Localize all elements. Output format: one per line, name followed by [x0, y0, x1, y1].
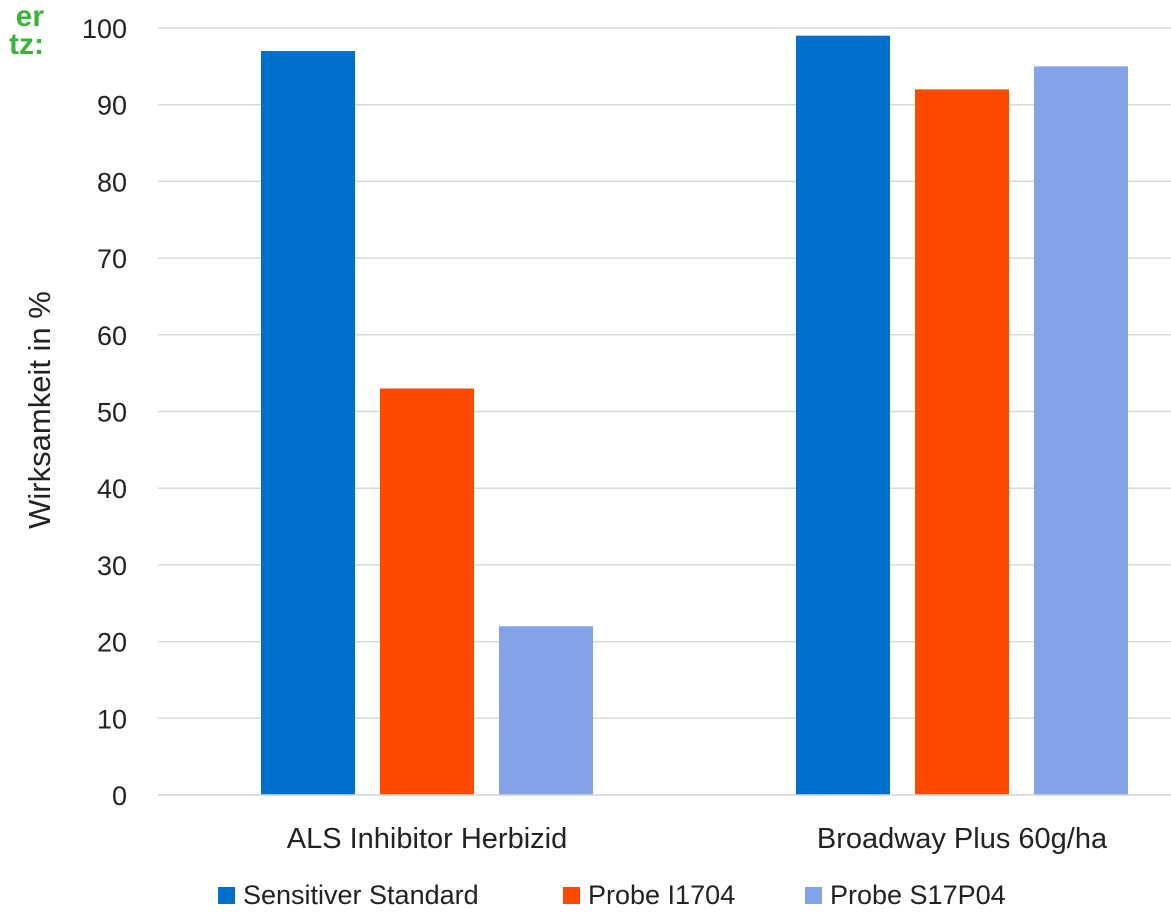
- y-tick-label-10: 10: [97, 704, 127, 734]
- x-category-label-2: Broadway Plus 60g/ha: [817, 823, 1108, 855]
- y-tick-label-100: 100: [82, 14, 127, 44]
- y-tick-label-20: 20: [97, 628, 127, 658]
- bar-2-3: [1034, 66, 1128, 796]
- legend-label-1: Sensitiver Standard: [243, 880, 479, 910]
- y-tick-label-90: 90: [97, 91, 127, 121]
- bar-2-2: [915, 89, 1009, 796]
- y-tick-label-40: 40: [97, 474, 127, 504]
- bar-1-2: [380, 388, 474, 795]
- y-tick-label-70: 70: [97, 244, 127, 274]
- x-axis-categories: ALS Inhibitor Herbizid Broadway Plus 60g/…: [287, 823, 1108, 855]
- legend-swatch-1: [218, 887, 235, 904]
- legend-swatch-2: [563, 887, 580, 904]
- legend-label-2: Probe I1704: [588, 880, 735, 910]
- y-tick-label-80: 80: [97, 167, 127, 197]
- x-category-label-1: ALS Inhibitor Herbizid: [287, 823, 567, 855]
- legend-swatch-3: [805, 887, 822, 904]
- bar-1-1: [261, 51, 355, 795]
- legend: Sensitiver Standard Probe I1704 Probe S17P…: [218, 880, 1006, 910]
- y-axis-ticks: 0 10 20 30 40 50 60 70 80 90 100: [82, 14, 127, 811]
- y-tick-label-50: 50: [97, 398, 127, 428]
- bar-2-1: [796, 35, 890, 796]
- bar-1-3: [499, 626, 593, 795]
- y-axis-title: Wirksamkeit in %: [22, 291, 57, 529]
- legend-label-3: Probe S17P04: [830, 880, 1006, 910]
- bars: [158, 35, 1171, 796]
- y-tick-label-30: 30: [97, 551, 127, 581]
- y-tick-label-0: 0: [112, 781, 127, 811]
- y-tick-label-60: 60: [97, 321, 127, 351]
